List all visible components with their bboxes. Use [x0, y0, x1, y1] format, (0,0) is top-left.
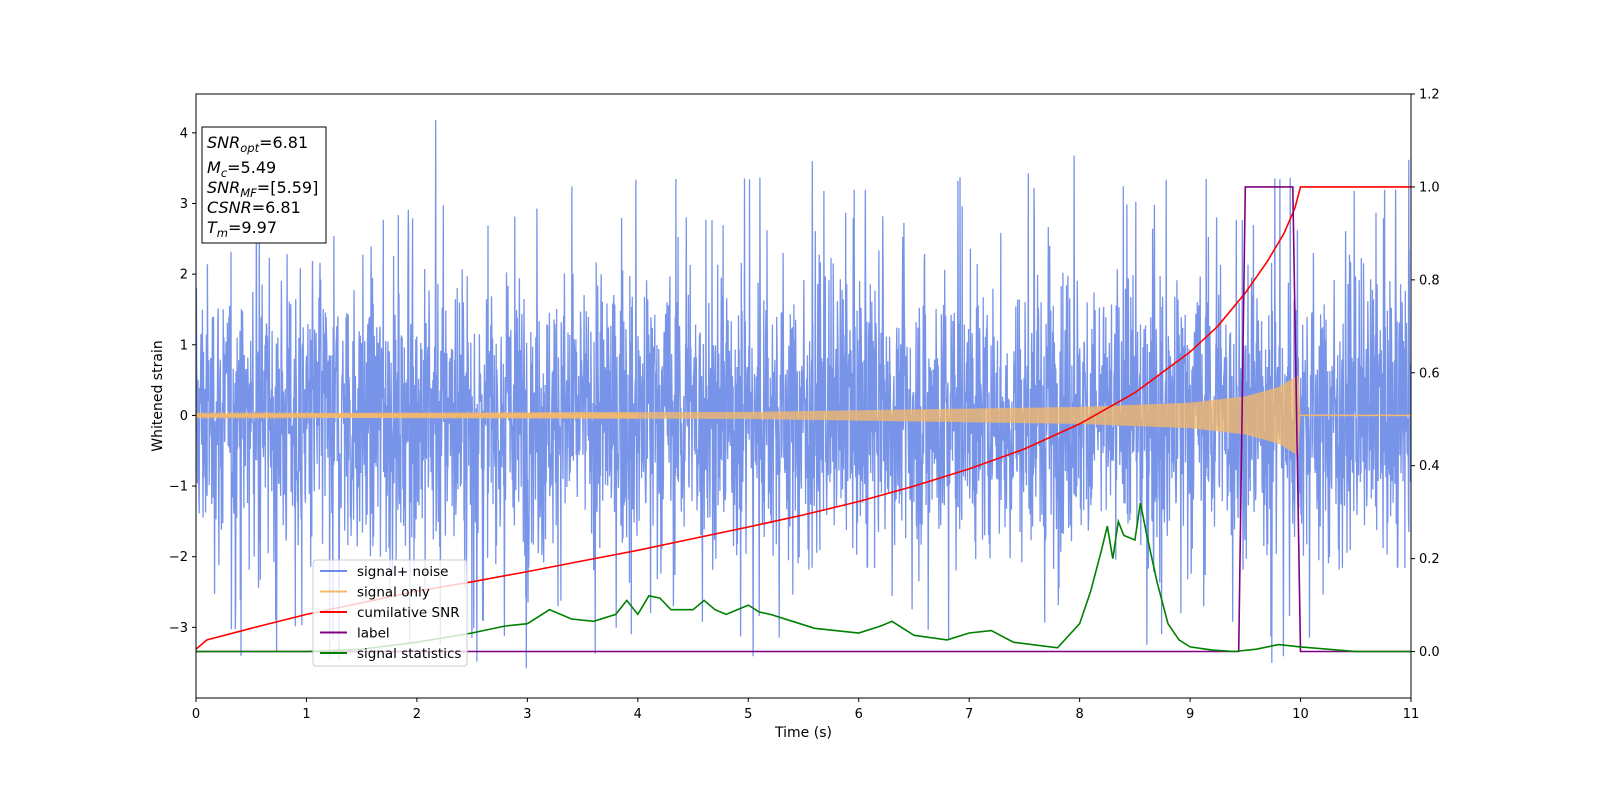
x-tick-label: 2: [413, 707, 421, 722]
x-tick-label: 0: [192, 707, 200, 722]
y-right-tick-label: 1.2: [1419, 88, 1440, 103]
x-tick-label: 4: [634, 707, 642, 722]
info-symbol: CSNR: [207, 198, 252, 217]
legend-label: signal statistics: [357, 646, 461, 662]
left-axis: −3 −2 −1 0 1 2 3 4: [169, 126, 196, 636]
info-line: SNRMF=[5.59]: [207, 178, 318, 200]
y-left-tick-label: −2: [169, 550, 188, 565]
info-value: =6.81: [259, 133, 308, 152]
x-tick-label: 7: [965, 707, 973, 722]
y-left-tick-label: −3: [169, 621, 188, 636]
info-subscript: MF: [240, 186, 257, 200]
x-tick-label: 1: [302, 707, 310, 722]
x-tick-label: 11: [1403, 707, 1420, 722]
info-symbol: SNR: [207, 178, 240, 197]
y-right-tick-label: 0.2: [1419, 552, 1440, 567]
y-right-tick-label: 0.4: [1419, 459, 1440, 474]
series-signal-noise-line: [196, 120, 1411, 669]
info-line: Mc=5.49: [207, 158, 276, 180]
y-right-tick-label: 0.0: [1419, 645, 1440, 660]
legend-label: label: [357, 626, 390, 642]
info-symbol: SNR: [207, 133, 240, 152]
series-signal-only-envelope: [196, 375, 1301, 456]
x-tick-label: 8: [1075, 707, 1083, 722]
info-value: =6.81: [252, 198, 301, 217]
x-tick-label: 3: [523, 707, 531, 722]
y-right-tick-label: 1.0: [1419, 180, 1440, 195]
info-line: Tm=9.97: [207, 218, 277, 240]
legend: signal+ noise signal only cumilative SNR la…: [312, 559, 468, 667]
y-left-tick-label: 1: [180, 338, 188, 353]
right-axis: 0.0 0.2 0.4 0.6 0.8 1.0 1.2: [1411, 88, 1440, 660]
y-left-tick-label: 0: [180, 409, 188, 424]
x-tick-label: 5: [744, 707, 752, 722]
x-axis-label: Time (s): [774, 725, 832, 741]
info-line: SNRopt=6.81: [207, 133, 308, 155]
x-tick-label: 9: [1186, 707, 1194, 722]
x-tick-label: 10: [1292, 707, 1309, 722]
series-signal-statistics-line: [196, 502, 1411, 653]
info-symbol: T: [207, 218, 218, 237]
info-value: =9.97: [228, 218, 277, 237]
plot-frame: [195, 93, 1412, 699]
info-subscript: c: [221, 166, 228, 180]
legend-label: cumilative SNR: [357, 605, 460, 621]
info-box-frame: [201, 126, 327, 244]
y-right-tick-label: 0.6: [1419, 366, 1440, 381]
info-value: =[5.59]: [257, 178, 319, 197]
y-left-tick-label: −1: [169, 480, 188, 495]
info-symbol: M: [207, 158, 221, 177]
y-left-tick-label: 3: [180, 197, 188, 212]
info-value: =5.49: [227, 158, 276, 177]
info-subscript: m: [217, 226, 228, 240]
info-line: CSNR=6.81: [207, 198, 301, 217]
legend-frame: [312, 559, 468, 667]
y-right-tick-label: 0.8: [1419, 273, 1440, 288]
parameter-info-box: SNRopt=6.81Mc=5.49SNRMF=[5.59]CSNR=6.81T…: [201, 126, 327, 244]
y-left-tick-label: 2: [180, 268, 188, 283]
legend-label: signal+ noise: [357, 564, 448, 580]
legend-label: signal only: [357, 585, 430, 601]
info-subscript: opt: [240, 141, 259, 155]
y-axis-label: Whitened strain: [150, 340, 166, 451]
series-label-line: [196, 186, 1411, 653]
series-signal-only-line: [196, 411, 639, 420]
x-tick-label: 6: [855, 707, 863, 722]
x-axis: 0 1 2 3 4 5 6 7 8 9 10 11: [192, 698, 1419, 722]
y-left-tick-label: 4: [180, 126, 188, 141]
